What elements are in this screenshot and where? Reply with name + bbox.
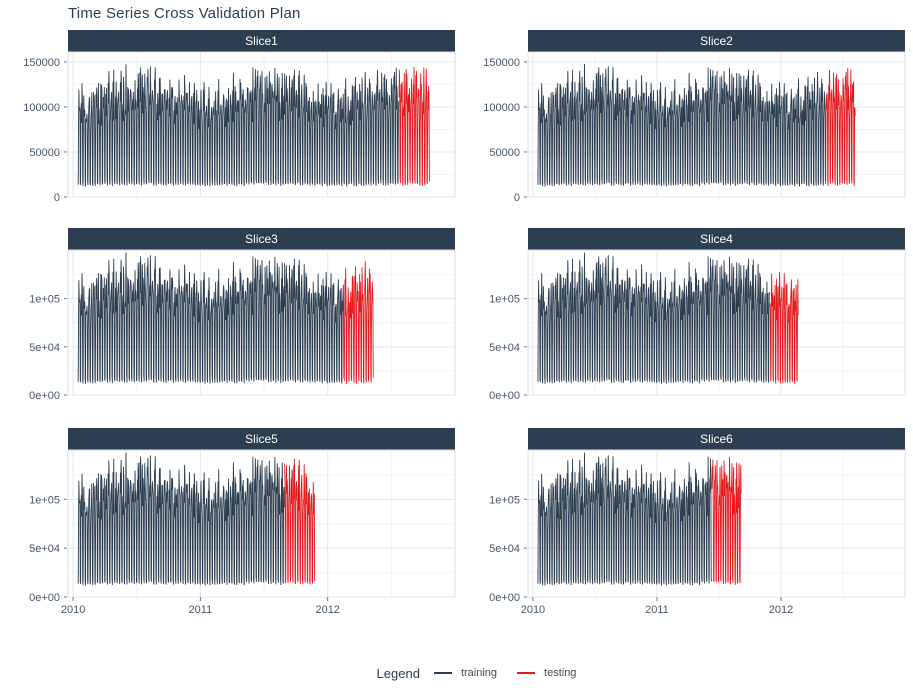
testing-line-swatch bbox=[517, 672, 536, 674]
y-tick-label: 0 bbox=[54, 192, 60, 204]
facet-strip bbox=[68, 228, 455, 250]
legend-item-testing: testing bbox=[517, 667, 576, 679]
y-tick-label: 100000 bbox=[23, 102, 60, 114]
legend-label-testing: testing bbox=[544, 667, 577, 679]
y-tick-label: 5e+04 bbox=[489, 543, 520, 555]
x-tick-label: 2011 bbox=[189, 604, 213, 616]
legend: Legend training testing bbox=[68, 660, 905, 686]
y-tick-label: 5e+04 bbox=[489, 342, 520, 354]
facet-strip bbox=[68, 428, 455, 450]
y-tick-label: 5e+04 bbox=[29, 342, 60, 354]
legend-label-training: training bbox=[460, 667, 498, 679]
training-series-line bbox=[537, 452, 712, 586]
testing-series-line bbox=[711, 456, 742, 586]
legend-title: Legend bbox=[376, 665, 420, 681]
facet-strip bbox=[528, 428, 905, 450]
x-tick-label: 2010 bbox=[521, 604, 545, 616]
y-tick-label: 5e+04 bbox=[29, 543, 60, 555]
facet-strip bbox=[68, 30, 455, 52]
training-line-swatch bbox=[433, 672, 452, 674]
y-tick-label: 0e+00 bbox=[29, 592, 60, 604]
testing-series-line bbox=[769, 271, 799, 384]
facet-strip-label: Slice3 bbox=[245, 232, 278, 246]
y-tick-label: 0e+00 bbox=[489, 390, 520, 402]
facet-strip-label: Slice6 bbox=[700, 432, 733, 446]
x-tick-label: 2010 bbox=[61, 604, 85, 616]
facet-strip-label: Slice5 bbox=[245, 432, 278, 446]
y-tick-label: 150000 bbox=[483, 57, 520, 69]
y-tick-label: 0 bbox=[514, 192, 520, 204]
y-tick-label: 50000 bbox=[489, 147, 520, 159]
y-tick-label: 150000 bbox=[23, 57, 60, 69]
y-tick-label: 100000 bbox=[483, 102, 520, 114]
y-tick-label: 1e+05 bbox=[489, 494, 520, 506]
training-series-line bbox=[537, 252, 771, 384]
x-tick-label: 2012 bbox=[769, 604, 793, 616]
training-series-line bbox=[537, 63, 826, 187]
legend-item-training: training bbox=[433, 667, 498, 679]
testing-series-line bbox=[284, 458, 316, 585]
facet-strip-label: Slice2 bbox=[700, 34, 733, 48]
training-series-line bbox=[77, 252, 345, 384]
x-tick-label: 2012 bbox=[315, 604, 339, 616]
facet-strip bbox=[528, 30, 905, 52]
y-tick-label: 0e+00 bbox=[29, 390, 60, 402]
facet-strip bbox=[528, 228, 905, 250]
y-tick-label: 1e+05 bbox=[29, 294, 60, 306]
y-tick-label: 50000 bbox=[29, 147, 60, 159]
training-series-line bbox=[77, 452, 285, 586]
y-tick-label: 0e+00 bbox=[489, 592, 520, 604]
testing-series-line bbox=[343, 261, 374, 384]
testing-series-line bbox=[825, 67, 856, 186]
y-tick-label: 1e+05 bbox=[29, 494, 60, 506]
chart-title: Time Series Cross Validation Plan bbox=[68, 5, 301, 22]
x-tick-label: 2011 bbox=[645, 604, 669, 616]
testing-series-line bbox=[398, 66, 430, 187]
facet-strip-label: Slice4 bbox=[700, 232, 733, 246]
y-tick-label: 1e+05 bbox=[489, 294, 520, 306]
facet-strip-label: Slice1 bbox=[245, 34, 278, 48]
training-series-line bbox=[77, 63, 400, 187]
